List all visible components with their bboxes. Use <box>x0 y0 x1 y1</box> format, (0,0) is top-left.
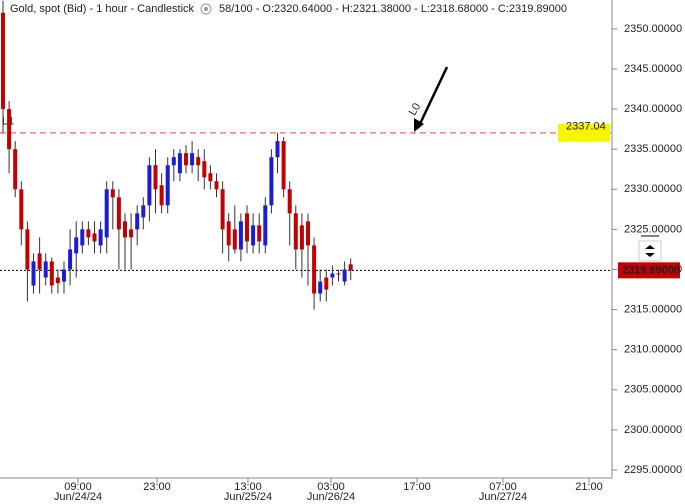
y-tick-label: 2300.00000 <box>624 424 682 436</box>
y-tick-label: 2315.00000 <box>624 303 682 315</box>
candle-body <box>43 261 48 278</box>
candle-body <box>177 153 182 174</box>
hline-label: 2337.04 <box>566 121 606 133</box>
candle-body <box>98 229 103 246</box>
candle-body <box>269 157 274 206</box>
candle-body <box>196 157 201 166</box>
candle-body <box>299 225 304 250</box>
y-tick-label: 2340.00000 <box>624 103 682 115</box>
chart-subtitle: 58/100 - O:2320.64000 - H:2321.38000 - L… <box>219 3 567 15</box>
x-date-label: Jun/26/24 <box>307 491 355 503</box>
candle-body <box>184 153 188 166</box>
last-price-label: 2319.89000 <box>622 264 680 276</box>
y-tick-label: 2350.00000 <box>624 23 682 35</box>
candle-body <box>147 165 152 206</box>
last-price-box <box>618 262 680 279</box>
x-tick-label: 07:00 <box>489 481 517 493</box>
x-date-label: Jun/27/24 <box>479 491 527 503</box>
candle-body <box>190 153 195 166</box>
y-tick-label: 2335.00000 <box>624 143 682 155</box>
candle-body <box>226 221 231 246</box>
candle-body <box>55 277 60 284</box>
candle-body <box>312 245 317 294</box>
candle-body <box>171 157 176 166</box>
candle-body <box>25 229 30 270</box>
button-icon <box>645 245 655 257</box>
candle-body <box>141 205 146 218</box>
candle-body <box>232 229 237 250</box>
x-tick-label: 21:00 <box>575 481 603 493</box>
y-tick-label: 2325.00000 <box>624 223 682 235</box>
candle-body <box>92 233 97 242</box>
candle-body <box>306 221 310 246</box>
candle-body <box>202 161 207 178</box>
candle-body <box>1 12 5 110</box>
arrow-head <box>414 118 424 132</box>
y-tick-label: 2330.00000 <box>624 183 682 195</box>
candle-body <box>293 213 298 250</box>
y-tick-label: 2305.00000 <box>624 384 682 396</box>
candle-body <box>116 197 121 230</box>
x-date-label: Jun/25/24 <box>224 491 272 503</box>
y-tick-label: 2310.00000 <box>624 344 682 356</box>
candle-body <box>336 273 341 275</box>
candle-body <box>245 213 249 242</box>
candle-body <box>318 281 323 294</box>
candle-body <box>238 221 243 250</box>
x-tick-label: 03:00 <box>317 481 345 493</box>
candle-body <box>68 249 73 270</box>
x-tick-label: 13:00 <box>234 481 262 493</box>
candle-body <box>324 277 329 290</box>
line-label: L0 <box>407 101 424 118</box>
candle-body <box>281 141 286 190</box>
candle-body <box>49 261 54 286</box>
candle-body <box>257 225 262 242</box>
candle-body <box>220 189 225 230</box>
legend-icon <box>200 3 212 15</box>
eye-icon <box>200 3 212 15</box>
x-date-label: Jun/24/24 <box>54 491 102 503</box>
candle-body <box>342 269 347 282</box>
candle-body <box>275 141 280 158</box>
scroll-button[interactable] <box>638 235 662 262</box>
candle-body <box>7 109 12 150</box>
candle-body <box>208 173 213 182</box>
eye-pupil <box>204 7 208 11</box>
x-tick-label: 09:00 <box>64 481 92 493</box>
candle-body <box>74 237 79 254</box>
chart-title: Gold, spot (Bid) - 1 hour - Candlestick <box>10 3 195 15</box>
hline-label-box <box>558 123 610 142</box>
candle-body <box>348 264 353 271</box>
candle-body <box>80 229 85 246</box>
candle-body <box>159 185 164 206</box>
candle-body <box>287 189 292 214</box>
candle-body <box>13 149 18 190</box>
y-tick-label: 2345.00000 <box>624 63 682 75</box>
candle-body <box>263 205 268 246</box>
candle-body <box>129 229 134 238</box>
candle-body <box>104 189 109 238</box>
candle-body <box>31 261 36 286</box>
candle-body <box>330 273 335 278</box>
candle-body <box>214 181 219 190</box>
candle-body <box>153 165 158 190</box>
candle-body <box>123 221 127 238</box>
y-tick-label: 2295.00000 <box>624 464 682 476</box>
candle-body <box>86 229 91 238</box>
candle-body <box>19 189 24 230</box>
button-frame[interactable] <box>638 240 662 262</box>
candle-body <box>62 269 66 282</box>
arrow <box>416 66 449 129</box>
x-tick-label: 23:00 <box>143 481 171 493</box>
candle-body <box>251 225 256 246</box>
candle-body <box>135 213 140 230</box>
x-tick-label: 17:00 <box>403 481 431 493</box>
candle-body <box>37 253 42 270</box>
candle-body <box>165 165 170 206</box>
candle-body <box>110 189 115 198</box>
